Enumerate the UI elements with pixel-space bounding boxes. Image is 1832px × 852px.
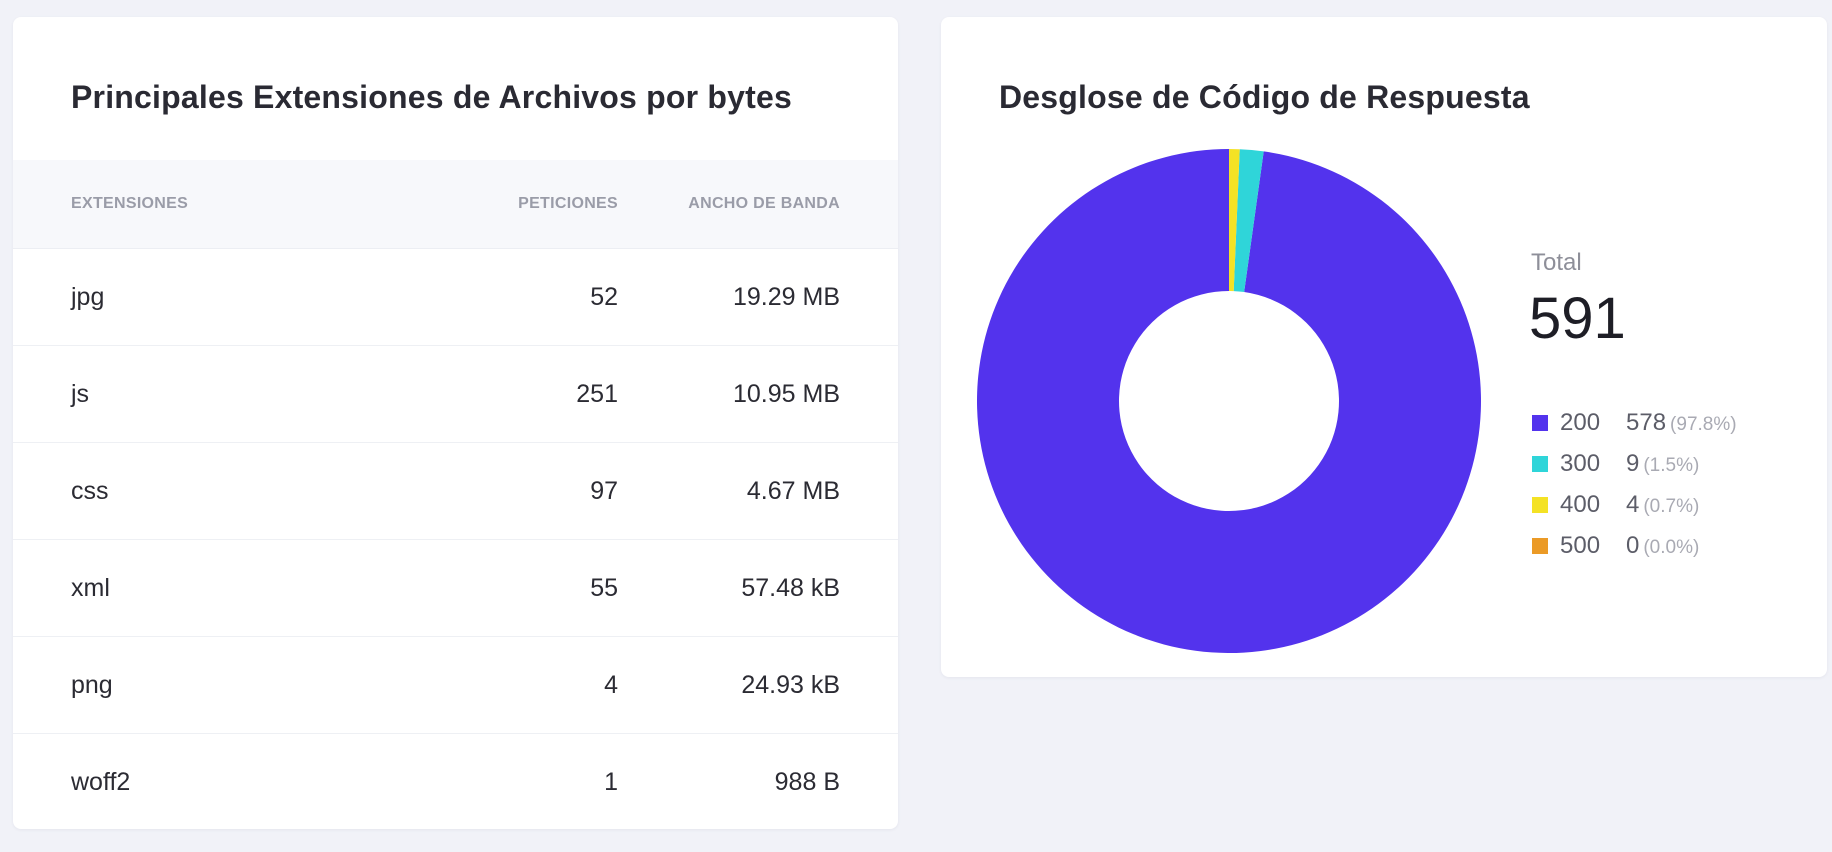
requests-cell: 52 bbox=[590, 283, 618, 311]
bandwidth-cell: 10.95 MB bbox=[732, 380, 840, 408]
legend-count: 9 bbox=[1626, 450, 1640, 477]
donut-slice-300[interactable] bbox=[1233, 149, 1264, 293]
response-code-legend: 200 578 (97.8%) 300 9 (1.5%) 400 4 (0.7%) 500 0 (0.… bbox=[1532, 403, 1792, 567]
table-row: jpg 52 19.29 MB bbox=[13, 249, 898, 346]
table-row: xml 55 57.48 kB bbox=[13, 540, 898, 637]
extension-cell: xml bbox=[71, 574, 110, 602]
extension-cell: jpg bbox=[71, 283, 105, 311]
donut-slice-200[interactable] bbox=[977, 149, 1481, 653]
legend-count-group: 0 (0.0%) bbox=[1626, 526, 1699, 568]
legend-item[interactable]: 300 9 (1.5%) bbox=[1532, 444, 1792, 485]
legend-count: 4 bbox=[1626, 491, 1640, 518]
extensions-table-header: EXTENSIONES PETICIONES ANCHO DE BANDA bbox=[13, 160, 898, 249]
bandwidth-cell: 24.93 kB bbox=[741, 671, 840, 699]
column-header-requests[interactable]: PETICIONES bbox=[518, 195, 618, 212]
table-row: js 251 10.95 MB bbox=[13, 346, 898, 443]
response-code-card: Desglose de Código de Respuesta Total 59… bbox=[941, 17, 1827, 677]
legend-code: 400 bbox=[1560, 491, 1601, 518]
legend-code: 500 bbox=[1560, 532, 1601, 559]
requests-cell: 97 bbox=[590, 477, 618, 505]
table-row: woff2 1 988 B bbox=[13, 734, 898, 830]
legend-code: 300 bbox=[1560, 450, 1601, 477]
legend-swatch bbox=[1532, 538, 1548, 554]
requests-cell: 1 bbox=[604, 768, 618, 796]
table-row: png 4 24.93 kB bbox=[13, 637, 898, 734]
column-header-extensions[interactable]: EXTENSIONES bbox=[71, 195, 189, 212]
extensions-card-title: Principales Extensiones de Archivos por … bbox=[71, 79, 792, 115]
legend-swatch bbox=[1532, 456, 1548, 472]
legend-item[interactable]: 400 4 (0.7%) bbox=[1532, 485, 1792, 526]
bandwidth-cell: 57.48 kB bbox=[741, 574, 840, 602]
bandwidth-cell: 19.29 MB bbox=[732, 283, 840, 311]
legend-count-group: 4 (0.7%) bbox=[1626, 485, 1699, 527]
total-label: Total bbox=[1531, 249, 1582, 276]
legend-percent: (0.0%) bbox=[1643, 537, 1700, 558]
extension-cell: png bbox=[71, 671, 113, 699]
legend-item[interactable]: 500 0 (0.0%) bbox=[1532, 526, 1792, 567]
legend-swatch bbox=[1532, 415, 1548, 431]
donut-slice-400[interactable] bbox=[1229, 149, 1240, 292]
extension-cell: css bbox=[71, 477, 109, 505]
legend-swatch bbox=[1532, 497, 1548, 513]
extension-cell: woff2 bbox=[71, 768, 131, 796]
column-header-bandwidth[interactable]: ANCHO DE BANDA bbox=[688, 195, 840, 212]
bandwidth-cell: 4.67 MB bbox=[746, 477, 840, 505]
legend-count-group: 9 (1.5%) bbox=[1626, 444, 1699, 486]
legend-item[interactable]: 200 578 (97.8%) bbox=[1532, 403, 1792, 444]
extension-cell: js bbox=[71, 380, 90, 408]
response-code-donut-chart bbox=[977, 149, 1481, 653]
extensions-card: Principales Extensiones de Archivos por … bbox=[13, 17, 898, 829]
legend-count-group: 578 (97.8%) bbox=[1626, 403, 1737, 445]
requests-cell: 4 bbox=[604, 671, 618, 699]
table-row: css 97 4.67 MB bbox=[13, 443, 898, 540]
total-value: 591 bbox=[1529, 286, 1626, 351]
legend-code: 200 bbox=[1560, 409, 1601, 436]
response-code-card-title: Desglose de Código de Respuesta bbox=[999, 79, 1530, 115]
requests-cell: 55 bbox=[590, 574, 618, 602]
bandwidth-cell: 988 B bbox=[774, 768, 840, 796]
legend-count: 0 bbox=[1626, 532, 1640, 559]
requests-cell: 251 bbox=[576, 380, 618, 408]
legend-count: 578 bbox=[1626, 409, 1667, 436]
legend-percent: (97.8%) bbox=[1670, 414, 1737, 435]
legend-percent: (1.5%) bbox=[1643, 455, 1700, 476]
legend-percent: (0.7%) bbox=[1643, 496, 1700, 517]
